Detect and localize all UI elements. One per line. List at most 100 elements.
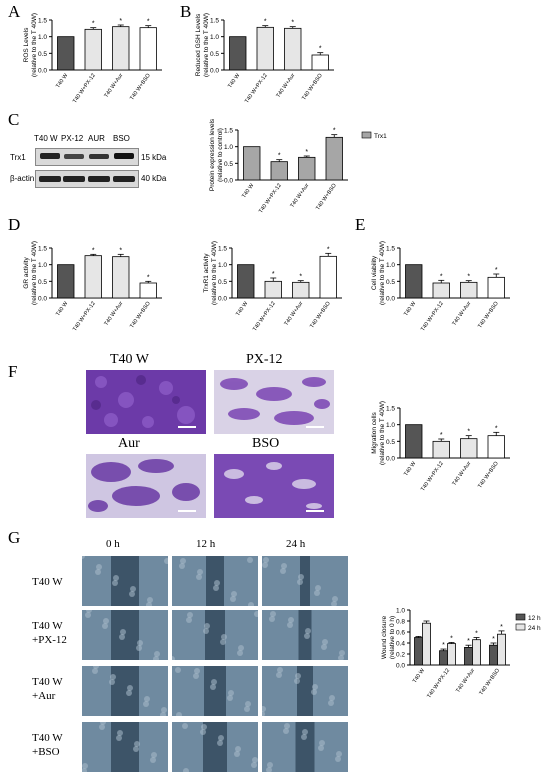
significance-star: * — [500, 624, 503, 631]
cell-cluster — [237, 650, 243, 656]
bar — [139, 27, 157, 71]
x-tick-label: T40 W — [412, 667, 427, 684]
chart-wound: 0.0 0.2 0.4 0.6 0.8 1.0 Wound closure (relative… — [372, 602, 547, 717]
significance-star: * — [467, 274, 470, 281]
panel-letter-g: G — [8, 528, 21, 547]
wound-photo — [82, 666, 168, 716]
bar — [447, 643, 456, 666]
bar — [264, 280, 282, 299]
blot-kda-15: 15 kDa — [141, 153, 167, 162]
cell-cluster — [214, 580, 220, 586]
y-tick-label: 0.0 — [396, 663, 405, 670]
legend-label: 24 h — [528, 625, 541, 632]
cell-cluster — [270, 611, 276, 617]
panel-letter-d: D — [8, 215, 21, 234]
bar — [489, 644, 498, 666]
cell-cluster — [160, 712, 166, 716]
significance-star: * — [467, 429, 470, 436]
cell-cluster — [161, 707, 167, 713]
cell-cluster — [82, 763, 88, 769]
cell-cluster — [153, 656, 159, 660]
blot-band — [113, 176, 135, 182]
cell-cluster — [230, 596, 236, 602]
bar — [139, 282, 157, 299]
significance-star: * — [333, 128, 336, 135]
wound-photo — [172, 666, 258, 716]
chart-gr: 0.0 0.5 1.0 1.5 GR activity (relative to the … — [14, 226, 174, 341]
significance-star: * — [492, 636, 495, 643]
cell-cluster — [263, 557, 269, 563]
y-tick-label: 1.0 — [386, 422, 395, 429]
wound-photo — [262, 610, 348, 660]
cell-cluster — [203, 628, 209, 634]
blot-kda-40: 40 kDa — [141, 174, 167, 183]
chart-trx1: 0.0 0.5 1.0 1.5 Protein expression levels (re… — [200, 118, 390, 223]
cell-cluster — [328, 700, 334, 706]
cell-cluster — [126, 690, 132, 696]
significance-star: * — [475, 631, 478, 638]
cell-cluster — [217, 740, 223, 746]
cell-cluster — [244, 706, 250, 712]
cell-cluster — [182, 723, 188, 729]
x-tick-label: T40 W+PX-12 — [420, 461, 445, 493]
cell-cluster — [339, 650, 345, 656]
wound-gap — [111, 610, 139, 660]
cell-cluster — [247, 557, 253, 563]
bar — [243, 146, 261, 181]
cell-cluster — [143, 701, 149, 707]
x-tick-label: T40 W+BSO — [477, 460, 500, 489]
significance-star: * — [467, 638, 470, 645]
cell-cluster — [287, 622, 293, 628]
y-tick-label: 1.5 — [38, 246, 47, 253]
cell-cluster — [269, 616, 275, 622]
cell-cluster — [133, 746, 139, 752]
wound-row-3-label: T40 W — [32, 676, 63, 688]
x-tick-label: T40 W+PX-12 — [420, 301, 445, 333]
significance-star: * — [450, 635, 453, 642]
wound-time-24h: 24 h — [286, 538, 306, 550]
significance-star: * — [495, 267, 498, 274]
cell-cluster — [113, 575, 119, 581]
legend-label: Trx1 — [374, 133, 387, 140]
cell-cluster — [196, 574, 202, 580]
y-tick-label: 1.5 — [386, 246, 395, 253]
wound-gap — [300, 556, 310, 606]
chart-trxr: 0.0 0.5 1.0 1.5 TrxR1 activity (relative to t… — [194, 226, 354, 341]
cell-cluster — [318, 745, 324, 751]
wound-photo — [82, 556, 168, 606]
y-tick-label: 0.0 — [386, 296, 395, 303]
wound-row-1-label: T40 W — [32, 576, 63, 588]
significance-star: * — [319, 46, 322, 53]
blot-band — [114, 153, 134, 159]
blot-band — [40, 153, 60, 159]
cell-cluster — [164, 558, 168, 564]
cell-cluster — [154, 651, 160, 657]
cell-cluster — [150, 757, 156, 763]
cell-cluster — [295, 673, 301, 679]
y-tick-label: 0.5 — [386, 279, 395, 286]
bar — [112, 256, 130, 299]
significance-star: * — [442, 642, 445, 649]
wound-photo — [172, 610, 258, 660]
cell-cluster — [187, 612, 193, 618]
y-axis-label: Cell viability — [371, 255, 378, 290]
wound-gap — [297, 666, 313, 716]
y-axis-label: (relative to the T 40W) — [31, 241, 38, 305]
cell-cluster — [176, 712, 182, 716]
y-axis-label: (relative to 0 h) — [389, 616, 396, 659]
significance-star: * — [440, 273, 443, 280]
y-tick-label: 1.5 — [386, 406, 395, 413]
blot-lane-4: BSO — [113, 134, 130, 143]
x-tick-label: T40 W+Aur — [451, 461, 472, 487]
y-tick-label: 0.0 — [224, 178, 233, 185]
cell-cluster — [85, 612, 91, 618]
y-tick-label: 1.5 — [224, 128, 233, 135]
significance-star: * — [147, 19, 150, 26]
cell-cluster — [267, 762, 273, 768]
y-axis-label: GR activity — [23, 257, 30, 289]
cell-cluster — [96, 564, 102, 570]
x-tick-label: T40 W — [403, 460, 418, 477]
wound-row-4-sub: +BSO — [32, 746, 60, 758]
bar — [84, 255, 102, 299]
y-tick-label: 1.0 — [210, 34, 219, 41]
